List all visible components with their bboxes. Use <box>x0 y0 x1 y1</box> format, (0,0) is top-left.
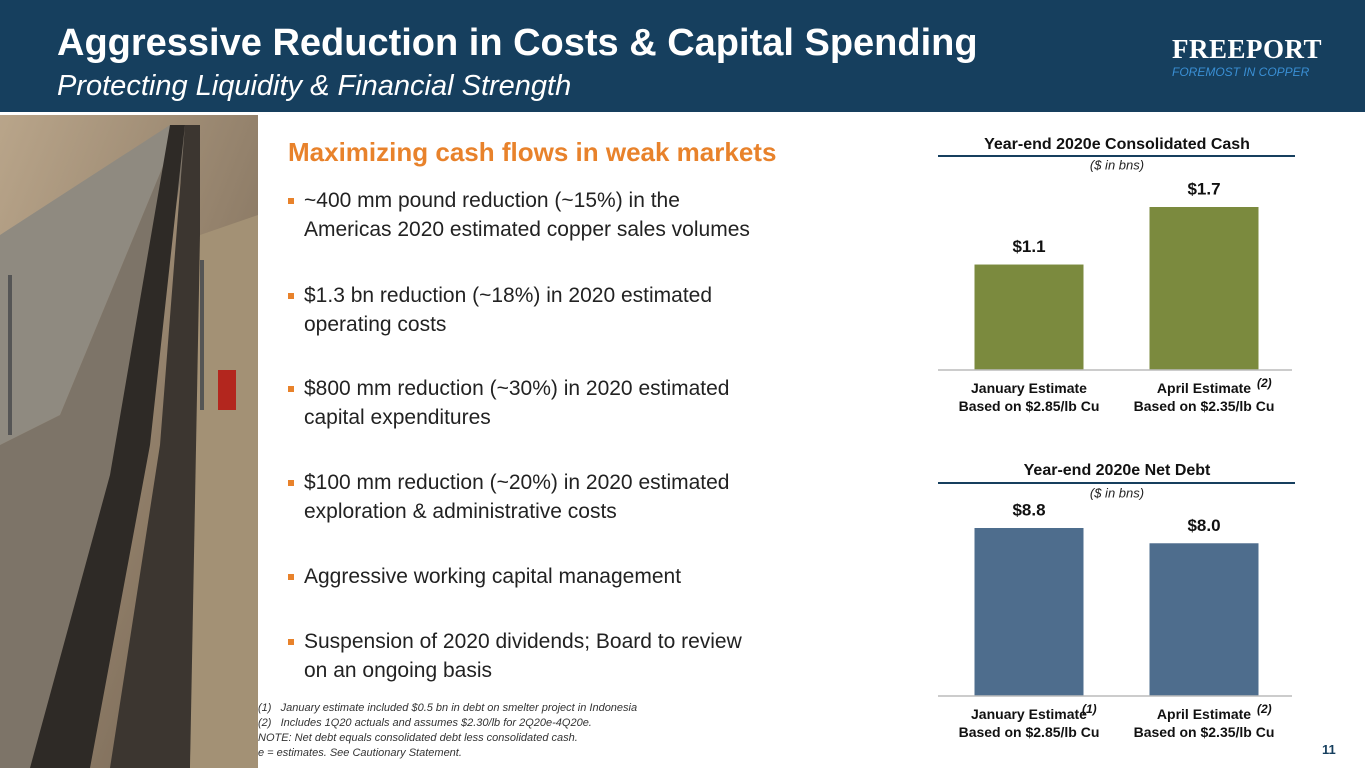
bullet-item: $800 mm reduction (~30%) in 2020 estimat… <box>288 374 730 432</box>
bullet-item: $100 mm reduction (~20%) in 2020 estimat… <box>288 468 730 526</box>
bar <box>974 528 1084 696</box>
value-label: $1.1 <box>1012 237 1045 256</box>
footnote: NOTE: Net debt equals consolidated debt … <box>258 732 578 744</box>
page-number: 11 <box>1322 742 1336 757</box>
bullet-item: Suspension of 2020 dividends; Board to r… <box>288 627 742 685</box>
bar <box>1149 207 1259 370</box>
x-tick-label: April Estimate Based on $2.35/lb Cu <box>1133 706 1275 740</box>
chart-subtitle: ($ in bns) <box>1090 157 1144 172</box>
bullet-item: ~400 mm pound reduction (~15%) in the Am… <box>288 186 750 244</box>
bullet-marker <box>288 480 294 486</box>
photo <box>0 115 258 768</box>
chart-subtitle: ($ in bns) <box>1090 485 1144 500</box>
bullet-item: Aggressive working capital management <box>288 562 681 591</box>
x-tick-label: April Estimate Based on $2.35/lb Cu <box>1133 380 1275 414</box>
footnotes: (1) January estimate included $0.5 bn in… <box>258 701 637 761</box>
x-tick-label: January Estimate Based on $2.85/lb Cu <box>958 380 1100 414</box>
value-label: $8.8 <box>1012 500 1045 519</box>
footnote: (2) Includes 1Q20 actuals and assumes $2… <box>258 717 592 729</box>
value-label: $1.7 <box>1187 179 1220 198</box>
chart-title: Year-end 2020e Net Debt <box>1024 462 1211 479</box>
tagline: FOREMOST IN COPPER <box>1172 65 1310 79</box>
bar <box>974 264 1084 370</box>
category-note: (1) <box>1082 702 1097 716</box>
bullet-item: $1.3 bn reduction (~18%) in 2020 estimat… <box>288 281 712 339</box>
header-band <box>0 0 1365 112</box>
logo: FREEPORT <box>1172 34 1323 64</box>
value-label: $8.0 <box>1187 516 1220 535</box>
bullet-marker <box>288 574 294 580</box>
bar <box>1149 543 1259 696</box>
subtitle: Protecting Liquidity & Financial Strengt… <box>57 70 572 102</box>
category-note: (2) <box>1257 376 1272 390</box>
category-note: (2) <box>1257 702 1272 716</box>
chart-title: Year-end 2020e Consolidated Cash <box>984 136 1250 153</box>
section-heading: Maximizing cash flows in weak markets <box>288 137 777 167</box>
title: Aggressive Reduction in Costs & Capital … <box>57 22 978 64</box>
footnote: e = estimates. See Cautionary Statement. <box>258 747 462 759</box>
bullet-marker <box>288 639 294 645</box>
bullet-marker <box>288 293 294 299</box>
bullet-marker <box>288 198 294 204</box>
footnote: (1) January estimate included $0.5 bn in… <box>258 702 638 714</box>
bullet-marker <box>288 386 294 392</box>
x-tick-label: January Estimate Based on $2.85/lb Cu <box>958 706 1100 740</box>
